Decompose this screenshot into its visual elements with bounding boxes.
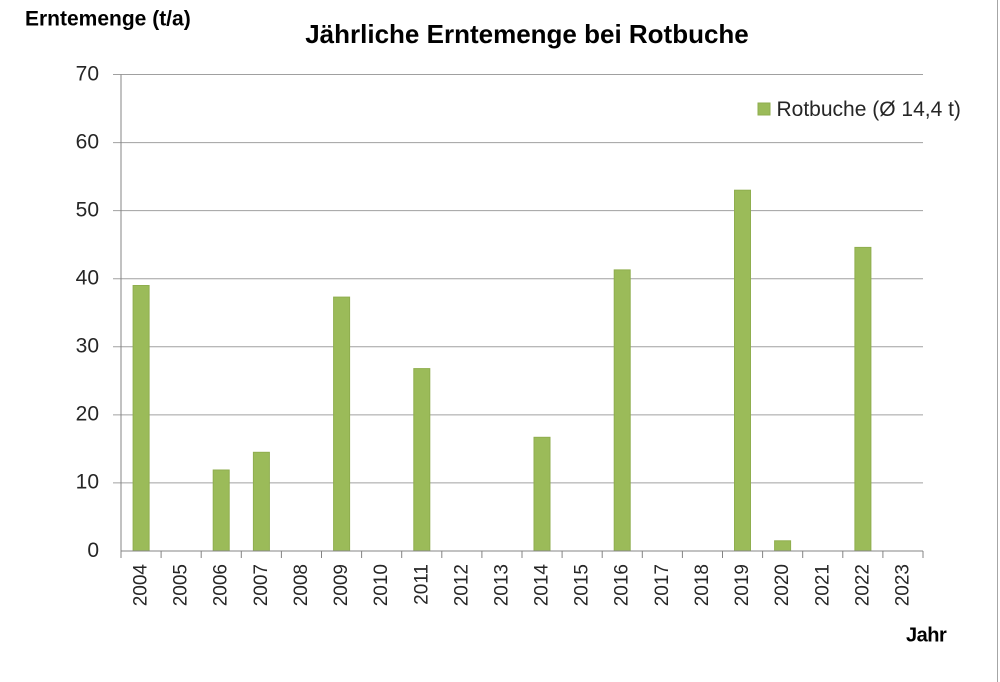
svg-text:2005: 2005 <box>171 564 192 606</box>
svg-text:2010: 2010 <box>371 564 392 606</box>
svg-text:2008: 2008 <box>291 564 312 606</box>
svg-text:Erntemenge (t/a): Erntemenge (t/a) <box>25 8 191 31</box>
svg-text:0: 0 <box>87 539 99 562</box>
svg-text:60: 60 <box>76 130 99 153</box>
svg-text:2006: 2006 <box>211 564 232 606</box>
svg-text:Rotbuche (Ø 14,4 t): Rotbuche (Ø 14,4 t) <box>777 98 961 121</box>
svg-text:2016: 2016 <box>612 564 633 606</box>
svg-text:2011: 2011 <box>411 564 432 605</box>
svg-text:2020: 2020 <box>772 564 793 606</box>
svg-text:2007: 2007 <box>251 564 272 606</box>
svg-text:70: 70 <box>76 62 99 85</box>
svg-text:2019: 2019 <box>732 564 753 606</box>
svg-text:40: 40 <box>76 267 99 290</box>
svg-text:2014: 2014 <box>532 564 553 607</box>
svg-text:Jährliche Erntemenge bei Rotbu: Jährliche Erntemenge bei Rotbuche <box>305 19 749 49</box>
svg-text:2004: 2004 <box>131 564 152 607</box>
svg-text:2021: 2021 <box>812 564 833 606</box>
svg-text:20: 20 <box>76 403 99 426</box>
svg-text:2023: 2023 <box>892 564 913 606</box>
svg-text:Jahr: Jahr <box>906 625 947 647</box>
svg-text:2018: 2018 <box>692 564 713 606</box>
svg-text:2009: 2009 <box>331 564 352 606</box>
svg-text:2017: 2017 <box>652 564 673 606</box>
svg-text:2012: 2012 <box>451 564 472 606</box>
svg-text:2015: 2015 <box>572 564 593 606</box>
svg-text:2022: 2022 <box>852 564 873 606</box>
svg-text:2013: 2013 <box>492 564 513 606</box>
svg-text:50: 50 <box>76 198 99 221</box>
svg-text:30: 30 <box>76 335 99 358</box>
svg-text:10: 10 <box>76 471 99 494</box>
